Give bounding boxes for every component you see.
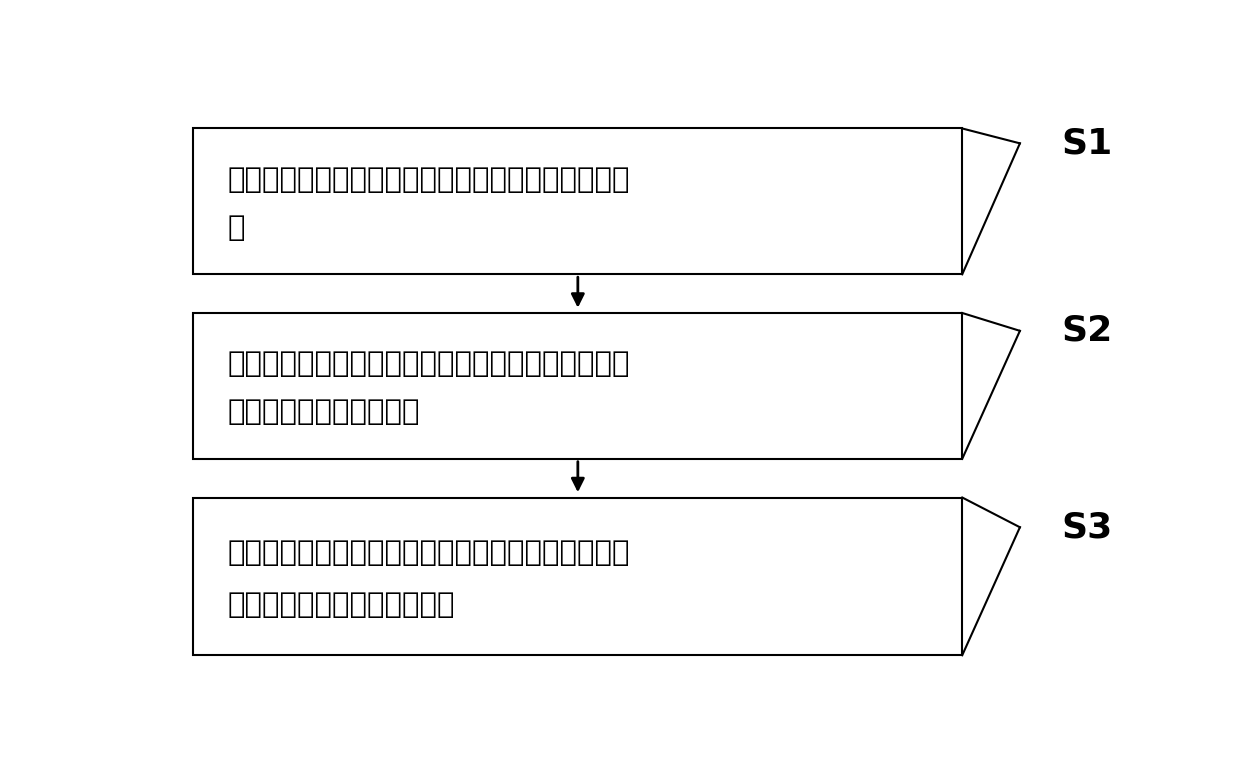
Text: 管寿命与影响因素的关系: 管寿命与影响因素的关系 bbox=[227, 398, 419, 426]
Bar bbox=[193, 128, 962, 274]
Text: 据: 据 bbox=[227, 213, 244, 242]
Bar bbox=[193, 498, 962, 656]
Text: S3: S3 bbox=[1061, 510, 1112, 544]
Text: 根据晶闸管电热联合老化试验获取分组处理的试验数: 根据晶闸管电热联合老化试验获取分组处理的试验数 bbox=[227, 165, 630, 193]
Bar bbox=[193, 313, 962, 459]
Text: 根据所述晶闸管寿命与影响因素的关系确定单一恒定: 根据所述晶闸管寿命与影响因素的关系确定单一恒定 bbox=[227, 539, 630, 567]
Text: 应力下影响晶闸管寿命的因素: 应力下影响晶闸管寿命的因素 bbox=[227, 591, 455, 618]
Text: S1: S1 bbox=[1061, 126, 1112, 160]
Text: S2: S2 bbox=[1061, 314, 1112, 348]
Text: 根据所述分组处理的试验数据计算恒定应力下的晶闸: 根据所述分组处理的试验数据计算恒定应力下的晶闸 bbox=[227, 350, 630, 378]
